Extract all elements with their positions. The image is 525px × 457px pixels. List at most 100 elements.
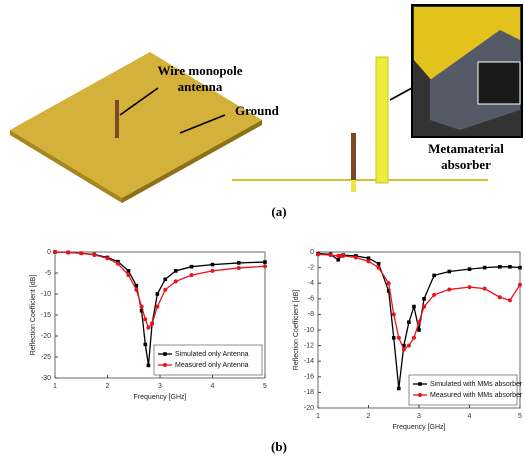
marker [402, 348, 406, 352]
marker [407, 344, 411, 348]
marker [163, 288, 167, 292]
marker [163, 278, 167, 282]
y-tick-label: -16 [304, 374, 314, 381]
arrow [390, 88, 412, 100]
marker [422, 297, 426, 301]
x-tick-label: 2 [367, 413, 371, 420]
caption: (b) [271, 439, 287, 454]
marker [397, 387, 401, 391]
marker [263, 260, 267, 264]
y-tick-label: -10 [41, 291, 51, 298]
marker [211, 269, 215, 273]
legend-label: Measured with MMs absorber [430, 392, 523, 399]
absorber [376, 57, 388, 183]
label: Ground [235, 103, 280, 118]
marker [483, 266, 487, 270]
marker [263, 264, 267, 268]
marker [354, 255, 358, 259]
y-tick-label: -12 [304, 342, 314, 349]
photo-inset [478, 62, 520, 104]
marker [498, 295, 502, 299]
y-axis-title: Reflection Coefficient [dB] [30, 275, 37, 355]
y-tick-label: -4 [308, 280, 314, 287]
y-tick-label: -14 [304, 358, 314, 365]
marker [190, 273, 194, 277]
legend-box [409, 375, 517, 405]
y-tick-label: 0 [47, 249, 51, 256]
legend-label: Simulated with MMs absorber [430, 381, 523, 388]
marker [448, 270, 452, 274]
x-tick-label: 4 [468, 413, 472, 420]
y-tick-label: 0 [310, 249, 314, 256]
y-axis-title: Reflection Coefficient [dB] [293, 290, 300, 370]
y-tick-label: -10 [304, 327, 314, 334]
marker [412, 336, 416, 340]
marker [155, 305, 159, 309]
marker [146, 326, 150, 330]
label: absorber [441, 157, 491, 172]
marker [92, 253, 96, 257]
wire [351, 133, 356, 180]
legend-marker [418, 393, 422, 397]
marker [144, 343, 148, 347]
y-tick-label: -18 [304, 389, 314, 396]
legend-label: Measured only Antenna [175, 362, 249, 369]
marker [483, 287, 487, 291]
y-tick-label: -8 [308, 311, 314, 318]
marker [53, 250, 57, 254]
marker [397, 336, 401, 340]
figure: Wire monopole antenna Ground Metamateria… [0, 0, 525, 457]
legend-marker [418, 382, 422, 386]
marker [134, 288, 138, 292]
marker [336, 258, 340, 262]
marker [518, 266, 522, 270]
marker [432, 274, 436, 278]
series-line [318, 254, 520, 349]
marker [156, 292, 160, 296]
y-tick-label: -6 [308, 296, 314, 303]
marker [150, 321, 154, 325]
wire-base [351, 180, 356, 192]
x-tick-label: 5 [263, 383, 267, 390]
marker [468, 285, 472, 289]
x-axis-title: Frequency [GHz] [393, 424, 446, 431]
marker [377, 266, 381, 270]
marker [392, 336, 396, 340]
marker [211, 263, 215, 267]
marker [417, 320, 421, 324]
x-tick-label: 4 [211, 383, 215, 390]
marker [377, 262, 381, 266]
marker [367, 259, 371, 263]
x-axis-title: Frequency [GHz] [134, 394, 187, 401]
label: Wire monopole [157, 63, 242, 78]
marker [147, 364, 151, 368]
y-tick-label: -30 [41, 375, 51, 382]
marker [143, 317, 147, 321]
marker [422, 305, 426, 309]
x-tick-label: 5 [518, 413, 522, 420]
x-tick-label: 2 [106, 383, 110, 390]
marker [417, 328, 421, 332]
marker [116, 262, 120, 266]
marker [412, 305, 416, 309]
marker [106, 256, 110, 260]
marker [432, 293, 436, 297]
marker [468, 267, 472, 271]
marker [329, 253, 333, 257]
marker [498, 265, 502, 269]
x-tick-label: 3 [417, 413, 421, 420]
marker [518, 283, 522, 287]
marker [140, 305, 144, 309]
marker [392, 312, 396, 316]
y-tick-label: -15 [41, 312, 51, 319]
y-tick-label: -20 [304, 405, 314, 412]
caption: (a) [271, 204, 286, 219]
marker [174, 279, 178, 283]
y-tick-label: -25 [41, 354, 51, 361]
marker [190, 265, 194, 269]
marker [237, 266, 241, 270]
marker [341, 254, 345, 258]
marker [127, 269, 131, 273]
marker [508, 265, 512, 269]
wire [115, 100, 119, 138]
